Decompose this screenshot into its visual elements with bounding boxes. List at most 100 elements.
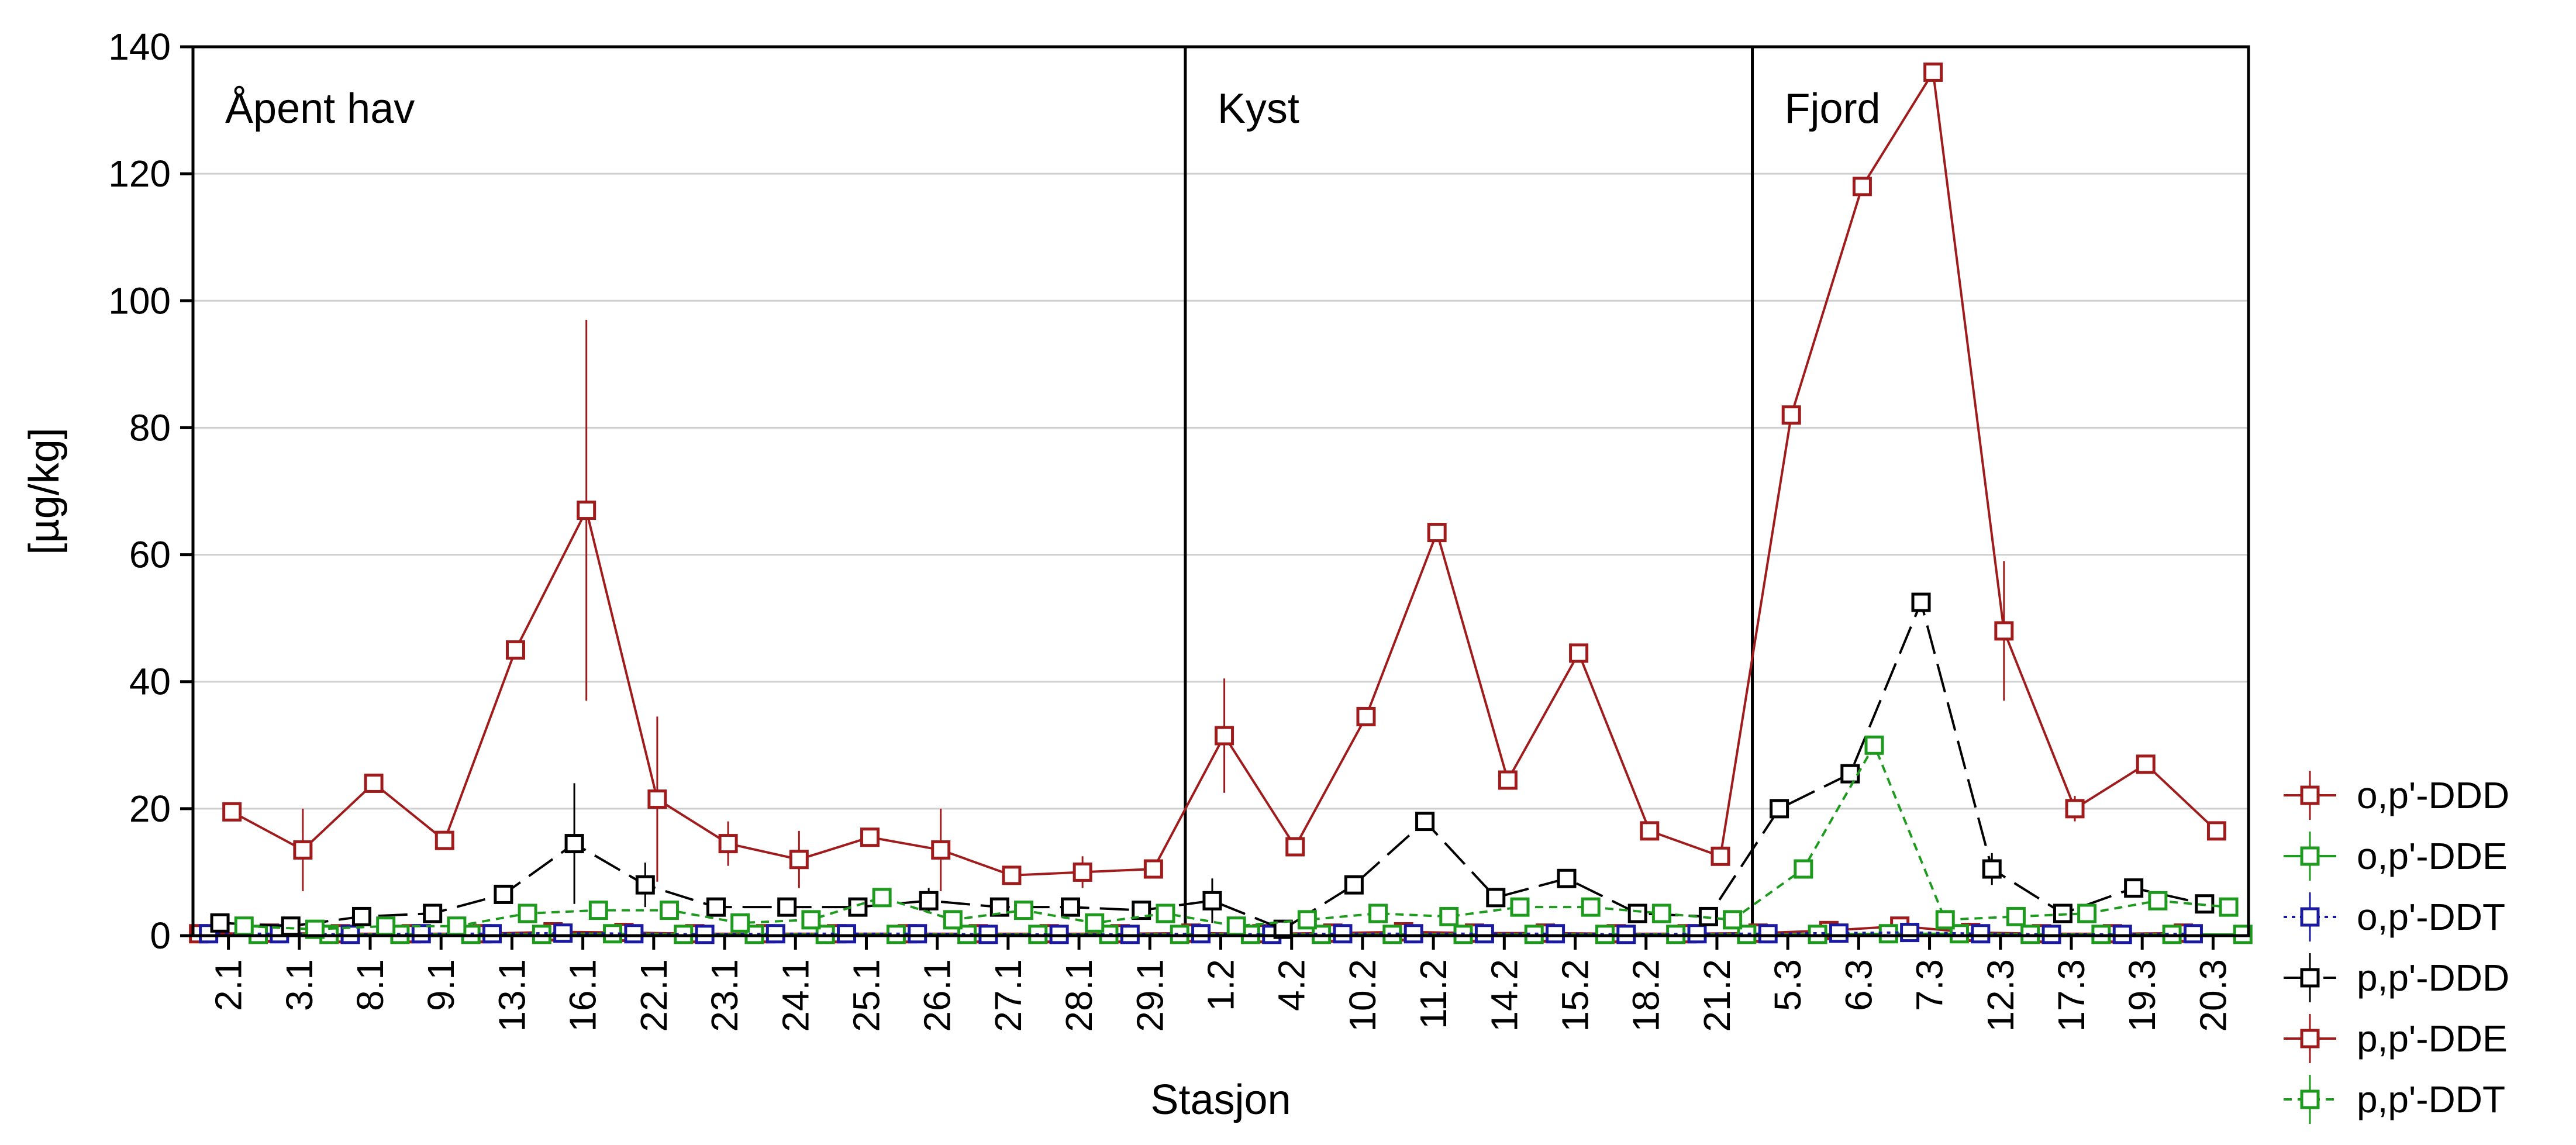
x-tick-label: 9.1	[420, 959, 462, 1011]
data-point	[1781, 405, 1801, 425]
x-tick-label: 14.2	[1483, 959, 1525, 1032]
data-point	[1971, 924, 1991, 944]
data-point	[1415, 812, 1435, 832]
y-tick-label: 20	[129, 788, 171, 830]
data-point	[411, 924, 431, 944]
data-point	[1770, 799, 1789, 819]
data-point	[1829, 923, 1849, 943]
x-tick-label: 24.1	[774, 959, 816, 1032]
legend: o,p'-DDD o,p'-DDE o,p'-DDT p,p'-DDD p,p'-DDE…	[2284, 771, 2509, 1124]
data-point	[1651, 903, 1671, 923]
data-point	[1486, 888, 1506, 908]
x-tick-label: 1.2	[1200, 959, 1242, 1011]
x-tick-label: 10.2	[1342, 959, 1384, 1032]
data-point	[1557, 868, 1577, 888]
legend-marker	[2300, 968, 2320, 988]
x-tick-label: 29.1	[1129, 959, 1171, 1032]
data-point	[434, 830, 454, 850]
data-point	[505, 640, 525, 660]
data-point	[1627, 903, 1647, 923]
x-tick-label: 15.2	[1554, 959, 1596, 1032]
x-tick-label: 27.1	[987, 959, 1029, 1032]
data-point	[351, 906, 371, 926]
data-point	[376, 916, 396, 936]
x-tick-label: 3.1	[278, 959, 320, 1011]
data-point	[2053, 903, 2072, 923]
y-tick-label: 40	[129, 661, 171, 703]
data-point	[1085, 913, 1105, 933]
data-point	[1546, 924, 1565, 944]
legend-marker	[2300, 1029, 2320, 1049]
data-point	[482, 924, 502, 944]
x-tick-label: 12.3	[1980, 959, 2022, 1032]
legend-item: o,p'-DDD	[2284, 771, 2509, 820]
data-point	[777, 897, 797, 917]
y-tick-label: 120	[108, 153, 171, 195]
data-point	[860, 827, 880, 847]
data-point	[1923, 62, 1943, 82]
y-tick-label: 80	[129, 406, 171, 449]
data-point	[1061, 897, 1081, 917]
data-point	[1711, 846, 1730, 866]
region-dividers	[1184, 47, 1754, 936]
data-point	[2206, 821, 2226, 841]
x-tick-label: 21.2	[1696, 959, 1738, 1032]
legend-item: o,p'-DDE	[2284, 832, 2508, 881]
data-point	[1864, 735, 1884, 755]
region-label: Kyst	[1218, 85, 1299, 132]
data-point	[1510, 897, 1530, 917]
series-5	[234, 735, 2239, 939]
data-point	[931, 840, 951, 860]
x-tick-label: 19.3	[2121, 959, 2163, 1032]
data-point	[234, 916, 254, 936]
legend-marker	[2300, 907, 2320, 927]
data-point	[1002, 865, 1022, 885]
data-point	[647, 789, 667, 809]
data-point	[837, 924, 857, 944]
data-point	[210, 913, 230, 933]
x-tick-label: 4.2	[1271, 959, 1313, 1011]
region-label: Fjord	[1785, 85, 1881, 132]
x-axis: 2.1 3.1 8.1 9.1 13.1 16.1 22.1 23.1 24.1 25.1 26.1…	[208, 936, 2234, 1032]
y-tick-label: 0	[150, 915, 171, 957]
data-point	[447, 916, 467, 936]
data-point	[293, 840, 313, 860]
x-tick-label: 6.3	[1837, 959, 1880, 1011]
legend-item: o,p'-DDT	[2284, 892, 2505, 941]
data-point	[1994, 621, 2014, 641]
data-point	[2065, 799, 2085, 819]
data-point	[1498, 770, 1518, 790]
data-point	[2136, 754, 2156, 774]
x-tick-label: 18.2	[1625, 959, 1667, 1032]
data-point	[1356, 706, 1376, 726]
x-tick-label: 11.2	[1412, 959, 1454, 1029]
x-tick-label: 8.1	[349, 959, 391, 1011]
data-point	[222, 802, 242, 822]
data-point	[706, 897, 726, 917]
data-point	[2077, 903, 2097, 923]
data-point	[1285, 837, 1305, 857]
data-point	[2124, 878, 2144, 898]
region-label: Åpent hav	[225, 85, 415, 132]
data-point	[660, 901, 680, 920]
y-axis-title: [µg/kg]	[21, 427, 68, 555]
data-point	[1014, 901, 1034, 920]
x-axis-title: Stasjon	[1150, 1077, 1291, 1123]
y-tick-label: 60	[129, 534, 171, 576]
data-point	[518, 903, 537, 923]
data-point	[1935, 910, 1955, 930]
grid-lines	[193, 173, 2249, 810]
data-point	[943, 910, 963, 930]
x-tick-label: 16.1	[562, 959, 604, 1032]
data-point	[494, 884, 513, 904]
data-point	[848, 897, 868, 917]
data-point	[2183, 924, 2203, 944]
y-axis: 0 20 40 60 80 100 120 140	[108, 26, 193, 957]
data-point	[1640, 821, 1660, 841]
data-point	[1723, 910, 1743, 930]
legend-marker	[2300, 785, 2320, 805]
legend-marker	[2300, 846, 2320, 866]
data-point	[364, 773, 384, 793]
data-point	[1758, 924, 1778, 944]
